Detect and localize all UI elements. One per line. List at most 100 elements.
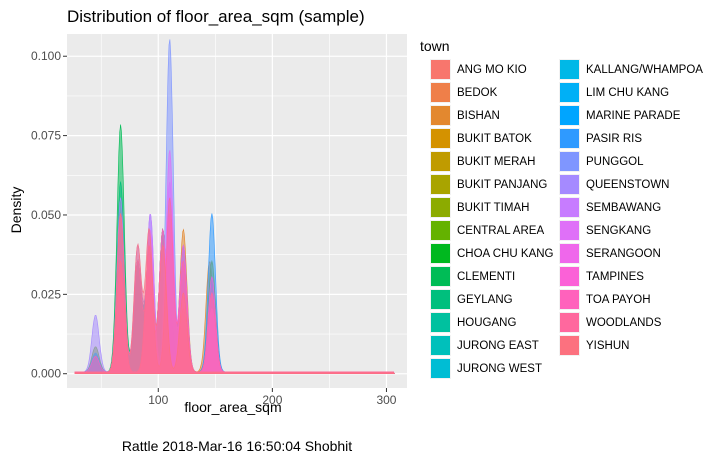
legend-key xyxy=(559,174,580,195)
legend-key xyxy=(430,59,451,80)
legend-swatch xyxy=(431,106,450,125)
legend-swatch xyxy=(431,244,450,263)
legend-item: SENGKANG xyxy=(559,219,703,242)
legend-label: CHOA CHU KANG xyxy=(457,247,554,260)
legend-swatch xyxy=(431,152,450,171)
legend-swatch xyxy=(431,60,450,79)
y-tick-label: 0.050 xyxy=(31,208,61,222)
legend-swatch xyxy=(560,106,579,125)
legend-label: LIM CHU KANG xyxy=(586,86,670,99)
legend-item: TAMPINES xyxy=(559,265,703,288)
legend-label: BUKIT TIMAH xyxy=(457,201,530,214)
legend-item: TOA PAYOH xyxy=(559,288,703,311)
legend-key xyxy=(430,220,451,241)
legend-swatch xyxy=(431,83,450,102)
legend-item: JURONG EAST xyxy=(430,334,554,357)
legend-key xyxy=(430,197,451,218)
legend-item: CLEMENTI xyxy=(430,265,554,288)
legend-swatch xyxy=(560,83,579,102)
legend-label: BEDOK xyxy=(457,86,498,99)
legend-swatch xyxy=(431,336,450,355)
legend-key xyxy=(559,105,580,126)
legend-swatch xyxy=(560,290,579,309)
legend-label: PASIR RIS xyxy=(586,132,643,145)
density-series xyxy=(74,39,395,374)
legend-item: PUNGGOL xyxy=(559,150,703,173)
legend-swatch xyxy=(560,313,579,332)
x-axis-label: floor_area_sqm xyxy=(184,399,282,415)
legend-item: HOUGANG xyxy=(430,311,554,334)
legend-swatch xyxy=(431,267,450,286)
legend-label: PUNGGOL xyxy=(586,155,644,168)
legend-swatch xyxy=(431,359,450,378)
chart-title: Distribution of floor_area_sqm (sample) xyxy=(67,7,365,26)
legend-item: BUKIT MERAH xyxy=(430,150,554,173)
legend-key xyxy=(559,289,580,310)
x-tick-label: 100 xyxy=(148,393,168,407)
legend-key xyxy=(430,105,451,126)
legend-swatch xyxy=(560,244,579,263)
legend-label: TOA PAYOH xyxy=(586,293,651,306)
legend-label: WOODLANDS xyxy=(586,316,662,329)
legend-item: BISHAN xyxy=(430,104,554,127)
legend-swatch xyxy=(431,313,450,332)
legend-swatch xyxy=(560,152,579,171)
legend-label: GEYLANG xyxy=(457,293,513,306)
legend-key xyxy=(559,151,580,172)
legend-key xyxy=(430,174,451,195)
y-tick-label: 0.100 xyxy=(31,49,61,63)
legend-key xyxy=(430,289,451,310)
legend-label: BUKIT PANJANG xyxy=(457,178,548,191)
legend-item: JURONG WEST xyxy=(430,357,554,380)
legend-item: PASIR RIS xyxy=(559,127,703,150)
legend-item: MARINE PARADE xyxy=(559,104,703,127)
legend-key xyxy=(559,335,580,356)
legend-column-1: ANG MO KIO BEDOK BISHAN BUKIT BATOK BUKIT ME… xyxy=(430,58,554,380)
legend-item: SEMBAWANG xyxy=(559,196,703,219)
legend-item: GEYLANG xyxy=(430,288,554,311)
legend-swatch xyxy=(560,336,579,355)
legend-key xyxy=(430,358,451,379)
legend-key xyxy=(559,128,580,149)
legend-key xyxy=(430,128,451,149)
legend-item: BEDOK xyxy=(430,81,554,104)
axes: 100 200 300 0.000 0.025 0.050 0.075 0.100 xyxy=(31,49,397,407)
legend-key xyxy=(430,266,451,287)
legend-key xyxy=(559,266,580,287)
legend-swatch xyxy=(431,175,450,194)
legend-swatch xyxy=(560,175,579,194)
legend-key xyxy=(559,59,580,80)
legend-label: JURONG EAST xyxy=(457,339,539,352)
y-tick-label: 0.000 xyxy=(31,367,61,381)
legend-label: JURONG WEST xyxy=(457,362,542,375)
x-tick-label: 300 xyxy=(376,393,396,407)
legend-label: SEMBAWANG xyxy=(586,201,662,214)
legend-key xyxy=(430,151,451,172)
legend-key xyxy=(430,82,451,103)
legend-label: ANG MO KIO xyxy=(457,63,527,76)
legend-item: ANG MO KIO xyxy=(430,58,554,81)
caption: Rattle 2018-Mar-16 16:50:04 Shobhit xyxy=(121,438,353,454)
y-tick-label: 0.025 xyxy=(31,287,61,301)
legend-key xyxy=(559,197,580,218)
legend-label: KALLANG/WHAMPOA xyxy=(586,63,703,76)
legend-item: BUKIT PANJANG xyxy=(430,173,554,196)
legend-swatch xyxy=(560,129,579,148)
legend-label: CLEMENTI xyxy=(457,270,516,283)
legend-label: SERANGOON xyxy=(586,247,661,260)
legend-item: QUEENSTOWN xyxy=(559,173,703,196)
legend-swatch xyxy=(431,290,450,309)
legend-column-2: KALLANG/WHAMPOA LIM CHU KANG MARINE PARADE… xyxy=(559,58,703,357)
legend-item: BUKIT TIMAH xyxy=(430,196,554,219)
legend-item: BUKIT BATOK xyxy=(430,127,554,150)
legend-swatch xyxy=(560,221,579,240)
legend-key xyxy=(559,220,580,241)
legend-title: town xyxy=(420,38,450,54)
legend-label: BUKIT MERAH xyxy=(457,155,536,168)
legend-swatch xyxy=(431,129,450,148)
legend-swatch xyxy=(560,267,579,286)
legend-item: CENTRAL AREA xyxy=(430,219,554,242)
legend-swatch xyxy=(560,60,579,79)
legend-label: CENTRAL AREA xyxy=(457,224,545,237)
